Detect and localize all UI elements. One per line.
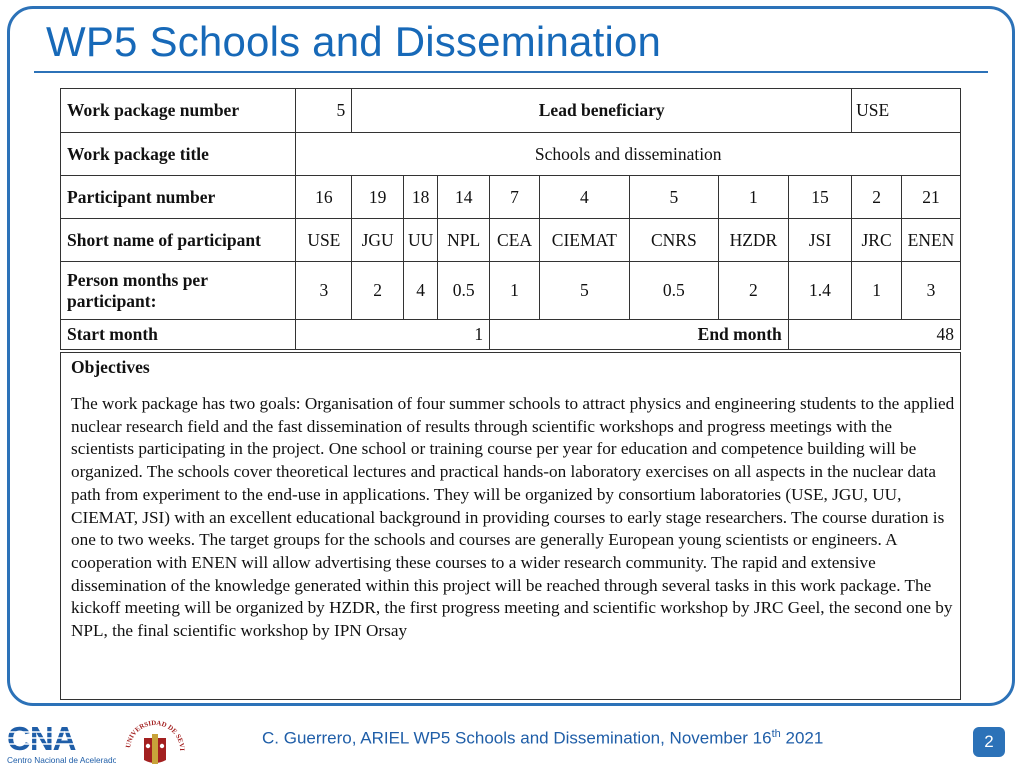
wp-number-row: Work package number 5 Lead beneficiary U… <box>59 88 961 133</box>
participant-number-row: Participant number 16 19 18 14 7 4 5 1 1… <box>59 175 962 219</box>
participant-number-cell: 7 <box>489 175 540 219</box>
lead-beneficiary-label: Lead beneficiary <box>351 88 853 133</box>
footer-main-text: C. Guerrero, ARIEL WP5 Schools and Disse… <box>262 728 772 748</box>
work-package-table: Work package number 5 Lead beneficiary U… <box>59 88 962 350</box>
footer-year: 2021 <box>780 728 824 748</box>
start-end-row: Start month 1 End month 48 <box>59 319 962 350</box>
participant-name-cell: JRC <box>851 218 902 262</box>
participant-name-cell: ENEN <box>900 218 962 262</box>
person-months-cell: 2 <box>351 261 405 320</box>
person-months-cell: 3 <box>295 261 353 320</box>
end-month-value: 48 <box>787 319 962 350</box>
participant-name-cell: USE <box>295 218 353 262</box>
short-name-row: Short name of participant USE JGU UU NPL… <box>59 218 962 262</box>
end-month-label: End month <box>489 319 789 350</box>
start-month-value: 1 <box>295 319 491 350</box>
page-number-badge: 2 <box>973 727 1005 757</box>
participant-number-label: Participant number <box>59 175 297 219</box>
footer-text: C. Guerrero, ARIEL WP5 Schools and Disse… <box>262 728 823 749</box>
participant-number-cell: 18 <box>403 175 439 219</box>
lead-beneficiary-value: USE <box>851 88 961 133</box>
participant-number-cell: 16 <box>295 175 353 219</box>
person-months-cell: 1 <box>851 261 902 320</box>
person-months-cell: 1 <box>489 261 540 320</box>
universidad-sevilla-logo: UNIVERSIDAD DE SEVILLA <box>122 716 185 764</box>
person-months-cell: 0.5 <box>437 261 491 320</box>
person-months-cell: 5 <box>538 261 630 320</box>
person-months-cell: 0.5 <box>628 261 720 320</box>
participant-name-cell: CNRS <box>628 218 720 262</box>
participant-number-cell: 19 <box>351 175 405 219</box>
cna-logo-subtitle: Centro Nacional de Aceleradores <box>7 755 116 765</box>
participant-number-cell: 2 <box>851 175 902 219</box>
objectives-heading: Objectives <box>71 357 150 377</box>
participant-number-cell: 15 <box>787 175 853 219</box>
person-months-label: Person months per participant: <box>59 261 297 320</box>
cna-logo: CNA Centro Nacional de Aceleradores <box>6 720 116 765</box>
participant-name-cell: JSI <box>787 218 853 262</box>
objectives-box: Objectives The work package has two goal… <box>60 352 961 700</box>
footer-date-suffix: th <box>771 728 781 740</box>
start-month-label: Start month <box>59 319 297 350</box>
wp-title-value: Schools and dissemination <box>295 132 961 176</box>
person-months-cell: 3 <box>900 261 962 320</box>
wp-title-row: Work package title Schools and dissemina… <box>59 132 961 176</box>
participant-name-cell: CEA <box>489 218 540 262</box>
person-months-cell: 4 <box>403 261 439 320</box>
person-months-row: Person months per participant: 3 2 4 0.5… <box>59 261 962 320</box>
person-months-cell: 2 <box>718 261 789 320</box>
participant-name-cell: CIEMAT <box>538 218 630 262</box>
wp-title-label: Work package title <box>59 132 297 176</box>
participant-name-cell: JGU <box>351 218 405 262</box>
wp-number-value: 5 <box>295 88 353 133</box>
participant-number-cell: 21 <box>900 175 962 219</box>
participant-number-cell: 4 <box>538 175 630 219</box>
participant-number-cell: 5 <box>628 175 720 219</box>
short-name-label: Short name of participant <box>59 218 297 262</box>
title-divider <box>34 71 988 73</box>
person-months-cell: 1.4 <box>787 261 853 320</box>
participant-name-cell: NPL <box>437 218 491 262</box>
participant-name-cell: HZDR <box>718 218 789 262</box>
slide-frame <box>7 6 1015 706</box>
participant-number-cell: 1 <box>718 175 789 219</box>
wp-number-label: Work package number <box>59 88 297 133</box>
participant-number-cell: 14 <box>437 175 491 219</box>
objectives-text: The work package has two goals: Organisa… <box>71 394 955 641</box>
slide-title: WP5 Schools and Dissemination <box>46 18 662 65</box>
participant-name-cell: UU <box>403 218 439 262</box>
